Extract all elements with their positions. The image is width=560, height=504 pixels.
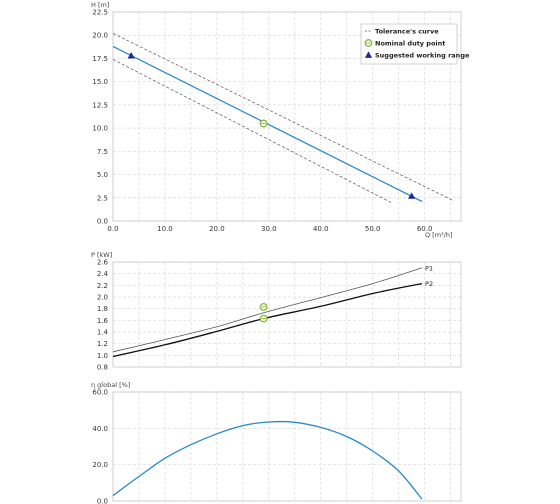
x-tick-label: 20.0 — [209, 225, 225, 233]
efficiency-curve-line — [112, 420, 423, 500]
y-tick-label: 0.0 — [97, 498, 108, 504]
tolerance-curve — [112, 33, 454, 201]
curve-label-p2: P2 — [425, 280, 433, 288]
legend-label: Nominal duty point — [375, 40, 445, 48]
legend-label: Suggested working range — [375, 52, 470, 60]
legend-triangle-icon — [364, 51, 373, 58]
y-tick-label: 0.0 — [97, 218, 108, 226]
y-axis-label: P [kW] — [91, 251, 112, 259]
y-tick-label: 2.4 — [97, 270, 109, 278]
y-tick-label: 1.4 — [97, 329, 109, 337]
x-tick-label: 10.0 — [157, 225, 173, 233]
x-tick-label: 50.0 — [365, 225, 381, 233]
x-tick-label: 0.0 — [107, 225, 118, 233]
y-tick-label: 2.5 — [97, 194, 108, 202]
y-tick-label: 60.0 — [92, 389, 108, 397]
y-tick-label: 15.0 — [92, 78, 108, 86]
legend-box — [360, 23, 458, 65]
x-tick-label: 60.0 — [417, 225, 433, 233]
plot-frame — [112, 261, 462, 368]
x-axis-label: Q [m³/h] — [425, 231, 453, 239]
y-tick-label: 7.5 — [97, 148, 108, 156]
legend-label: Tolerance's curve — [375, 28, 439, 36]
y-axis-label: η global [%] — [91, 381, 130, 389]
power-curve-p1 — [112, 267, 423, 353]
y-tick-label: 40.0 — [92, 425, 108, 433]
plot-frame — [112, 11, 462, 222]
y-tick-label: 2.0 — [97, 294, 108, 302]
y-tick-label: 10.0 — [92, 125, 108, 133]
y-tick-label: 1.6 — [97, 317, 109, 325]
curve-label-p1: P1 — [425, 264, 433, 272]
plot-frame — [112, 391, 462, 502]
y-tick-label: 1.8 — [97, 305, 108, 313]
tolerance-curve — [112, 59, 392, 203]
y-tick-label: 12.5 — [92, 101, 108, 109]
y-tick-label: 22.5 — [92, 9, 108, 17]
y-axis-label: H [m] — [91, 1, 109, 9]
y-tick-label: 1.0 — [97, 352, 108, 360]
y-tick-label: 20.0 — [92, 32, 108, 40]
y-tick-label: 20.0 — [92, 461, 108, 469]
x-tick-label: 30.0 — [261, 225, 277, 233]
y-tick-label: 2.2 — [97, 282, 108, 290]
y-tick-label: 17.5 — [92, 55, 108, 63]
working-range-marker — [408, 192, 416, 199]
y-tick-label: 5.0 — [97, 171, 108, 179]
y-tick-label: 2.6 — [97, 259, 109, 267]
y-tick-label: 1.2 — [97, 340, 108, 348]
x-tick-label: 40.0 — [313, 225, 329, 233]
y-tick-label: 0.8 — [97, 364, 108, 372]
working-range-marker — [127, 52, 135, 59]
